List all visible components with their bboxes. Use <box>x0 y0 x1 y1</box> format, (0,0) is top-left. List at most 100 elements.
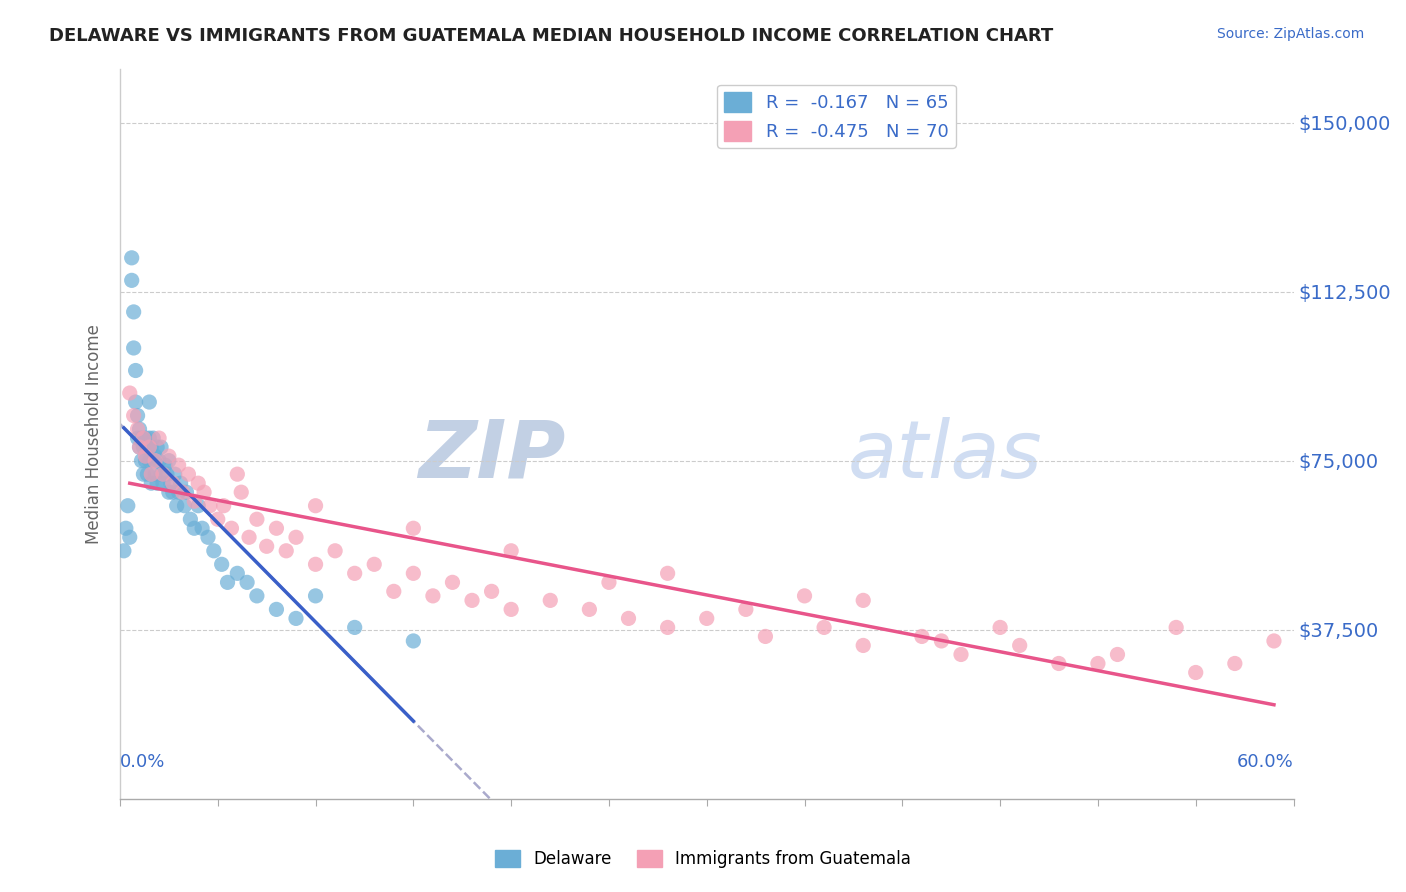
Point <box>193 485 215 500</box>
Point <box>146 440 169 454</box>
Point <box>162 476 184 491</box>
Point <box>142 453 165 467</box>
Point <box>134 453 156 467</box>
Point <box>128 440 150 454</box>
Point <box>157 449 180 463</box>
Point <box>176 485 198 500</box>
Point <box>246 512 269 526</box>
Point <box>150 440 173 454</box>
Point <box>112 543 135 558</box>
Point <box>148 453 170 467</box>
Point <box>931 634 953 648</box>
Point <box>121 273 143 287</box>
Point <box>141 467 163 482</box>
Point <box>122 305 145 319</box>
Point <box>153 458 176 472</box>
Y-axis label: Median Household Income: Median Household Income <box>86 324 103 543</box>
Point <box>696 611 718 625</box>
Point <box>852 593 875 607</box>
Legend: R =  -0.167   N = 65, R =  -0.475   N = 70: R = -0.167 N = 65, R = -0.475 N = 70 <box>717 85 956 148</box>
Point <box>162 485 184 500</box>
Point <box>911 629 934 643</box>
Point <box>1263 634 1285 648</box>
Text: Source: ZipAtlas.com: Source: ZipAtlas.com <box>1216 27 1364 41</box>
Text: atlas: atlas <box>848 417 1042 494</box>
Point <box>143 467 166 482</box>
Point <box>501 543 523 558</box>
Point <box>617 611 640 625</box>
Point <box>152 467 174 482</box>
Point <box>138 453 160 467</box>
Point <box>1166 620 1188 634</box>
Point <box>266 521 288 535</box>
Legend: Delaware, Immigrants from Guatemala: Delaware, Immigrants from Guatemala <box>488 843 918 875</box>
Point <box>402 521 425 535</box>
Point <box>402 634 425 648</box>
Point <box>285 530 308 544</box>
Point <box>382 584 405 599</box>
Point <box>236 575 259 590</box>
Point <box>211 558 233 572</box>
Point <box>179 512 201 526</box>
Point <box>950 648 973 662</box>
Text: DELAWARE VS IMMIGRANTS FROM GUATEMALA MEDIAN HOUSEHOLD INCOME CORRELATION CHART: DELAWARE VS IMMIGRANTS FROM GUATEMALA ME… <box>49 27 1053 45</box>
Point <box>202 543 225 558</box>
Point <box>122 409 145 423</box>
Point <box>1107 648 1129 662</box>
Point <box>191 521 214 535</box>
Point <box>1223 657 1246 671</box>
Point <box>657 566 679 581</box>
Point <box>238 530 260 544</box>
Point <box>501 602 523 616</box>
Point <box>143 453 166 467</box>
Point <box>276 543 298 558</box>
Point <box>127 431 149 445</box>
Point <box>142 431 165 445</box>
Point <box>734 602 756 616</box>
Point <box>122 341 145 355</box>
Point <box>304 589 326 603</box>
Point <box>146 476 169 491</box>
Point <box>657 620 679 634</box>
Point <box>187 499 209 513</box>
Point <box>159 476 181 491</box>
Point <box>177 467 200 482</box>
Point <box>988 620 1011 634</box>
Point <box>131 453 153 467</box>
Point <box>793 589 815 603</box>
Point <box>246 589 269 603</box>
Point <box>121 251 143 265</box>
Point <box>221 521 243 535</box>
Point <box>285 611 308 625</box>
Point <box>598 575 620 590</box>
Point <box>183 521 205 535</box>
Point <box>852 639 875 653</box>
Point <box>207 512 229 526</box>
Point <box>134 431 156 445</box>
Point <box>422 589 444 603</box>
Point <box>114 521 136 535</box>
Point <box>212 499 235 513</box>
Point <box>461 593 484 607</box>
Point <box>163 467 186 482</box>
Point <box>538 593 561 607</box>
Point <box>141 440 163 454</box>
Point <box>127 422 149 436</box>
Point <box>128 440 150 454</box>
Point <box>136 440 159 454</box>
Point <box>173 499 195 513</box>
Point <box>141 476 163 491</box>
Point <box>266 602 288 616</box>
Point <box>134 449 156 463</box>
Point <box>754 629 776 643</box>
Point <box>157 485 180 500</box>
Point <box>132 431 155 445</box>
Point <box>157 453 180 467</box>
Point <box>118 530 141 544</box>
Point <box>304 558 326 572</box>
Point <box>138 440 160 454</box>
Text: ZIP: ZIP <box>419 417 565 494</box>
Point <box>217 575 239 590</box>
Point <box>1047 657 1070 671</box>
Point <box>578 602 600 616</box>
